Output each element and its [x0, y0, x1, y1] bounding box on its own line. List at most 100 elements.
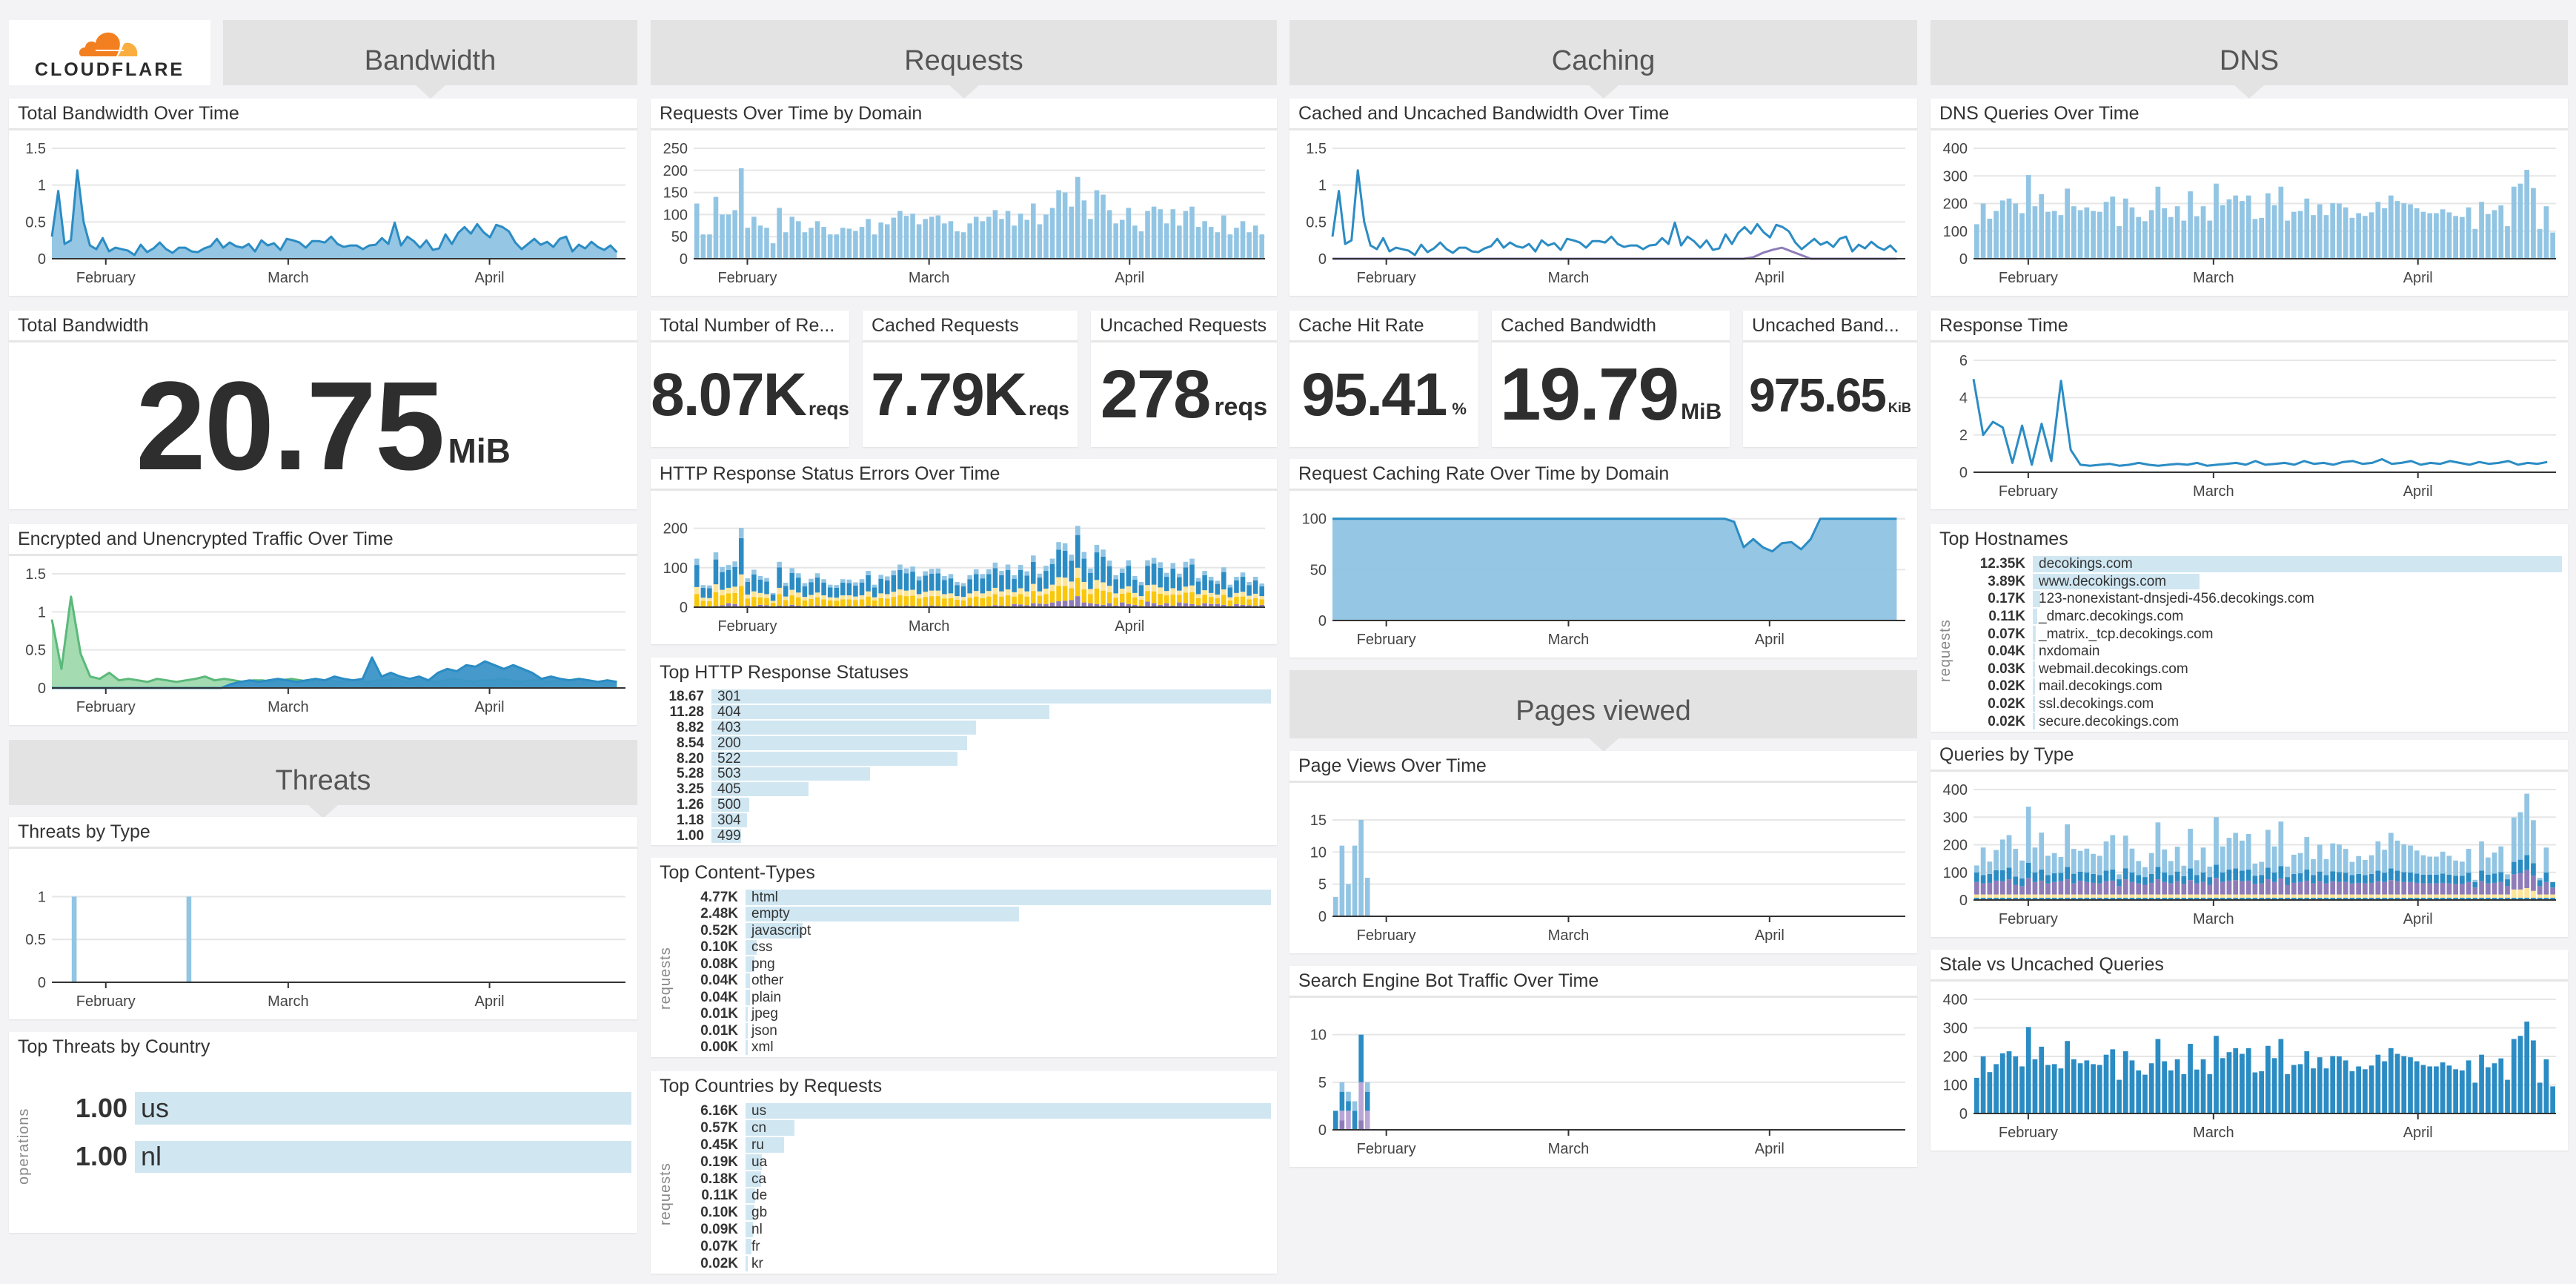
list-row[interactable]: 0.01K json	[680, 1022, 1277, 1039]
bar	[2427, 898, 2433, 900]
list-row[interactable]: 0.00K xml	[680, 1039, 1277, 1056]
bar	[746, 1256, 748, 1272]
bar	[814, 221, 820, 259]
bar	[1094, 580, 1100, 589]
bar	[960, 583, 966, 586]
list-row[interactable]: 0.10K css	[680, 939, 1277, 956]
list-row[interactable]: 0.19K ua	[680, 1154, 1277, 1171]
bar	[711, 813, 747, 828]
list-row[interactable]: 1.00 us	[39, 1091, 637, 1125]
bar	[1024, 575, 1030, 592]
bar	[2265, 830, 2271, 868]
row-track: 499	[711, 828, 1271, 844]
bar	[1069, 600, 1074, 607]
bar	[2317, 1057, 2323, 1113]
bar	[1189, 564, 1195, 586]
bar	[1043, 603, 1049, 607]
list-row[interactable]: 4.77K html	[680, 889, 1277, 906]
list-row[interactable]: 3.89K www.decokings.com	[1960, 573, 2568, 591]
bar	[1987, 861, 1993, 874]
bar	[789, 589, 795, 596]
bar	[1208, 577, 1214, 580]
bar	[751, 591, 757, 598]
list-row[interactable]: 18.67 301	[660, 689, 1277, 704]
bar	[732, 586, 737, 593]
list-row[interactable]: 12.35K decokings.com	[1960, 555, 2568, 573]
bar	[2337, 872, 2342, 882]
bar	[746, 1136, 784, 1153]
row-track: webmail.decokings.com	[2033, 661, 2562, 678]
bar	[2174, 881, 2180, 895]
list-row[interactable]: 3.25 405	[660, 781, 1277, 797]
bar	[2188, 828, 2193, 869]
bar	[809, 228, 814, 259]
row-value: 0.04K	[700, 973, 738, 989]
list-row[interactable]: 0.07K fr	[680, 1238, 1277, 1255]
stat-total-bandwidth: 20.75 MiB	[9, 342, 637, 509]
list-row[interactable]: 8.54 200	[660, 735, 1277, 751]
bar	[2148, 853, 2154, 874]
bar	[2051, 1064, 2057, 1113]
bar	[903, 590, 909, 597]
bar	[827, 584, 833, 588]
list-row[interactable]: 1.00 499	[660, 828, 1277, 844]
bar	[1163, 572, 1169, 578]
bar	[2285, 884, 2290, 895]
x-tick-label: February	[1999, 911, 2058, 927]
bar	[2091, 882, 2096, 895]
list-row[interactable]: 0.02K kr	[680, 1255, 1277, 1272]
list-row[interactable]: 0.17K 123-nonexistant-dnsjedi-456.decokin…	[1960, 590, 2568, 608]
bar	[1202, 590, 1207, 595]
bar	[1994, 880, 1999, 895]
list-row[interactable]: 0.11K de	[680, 1188, 1277, 1205]
bar	[2006, 198, 2012, 259]
bar	[2550, 894, 2555, 899]
list-row[interactable]: 8.20 522	[660, 751, 1277, 767]
list-row[interactable]: 0.10K gb	[680, 1204, 1277, 1221]
list-row[interactable]: 5.28 503	[660, 767, 1277, 782]
list-row[interactable]: 2.48K empty	[680, 906, 1277, 923]
list-row[interactable]: 0.03K webmail.decokings.com	[1960, 661, 2568, 678]
x-tick-label: March	[909, 618, 950, 635]
list-row[interactable]: 0.04K other	[680, 973, 1277, 990]
bar	[2091, 894, 2096, 899]
list-row[interactable]: 0.11K _dmarc.decokings.com	[1960, 608, 2568, 626]
bar	[2168, 883, 2174, 895]
list-row[interactable]: 6.16K us	[680, 1102, 1277, 1119]
bar	[2278, 821, 2284, 867]
bar	[1069, 588, 1074, 600]
list-row[interactable]: 1.18 304	[660, 813, 1277, 828]
list-row[interactable]: 0.18K ca	[680, 1171, 1277, 1188]
list-row[interactable]: 0.52K javascript	[680, 922, 1277, 939]
list-row[interactable]: 0.04K plain	[680, 989, 1277, 1006]
list-row[interactable]: 1.26 500	[660, 797, 1277, 813]
bar	[1221, 589, 1226, 595]
bar	[2200, 898, 2206, 900]
bar	[1158, 567, 1163, 588]
list-row[interactable]: 0.09K nl	[680, 1221, 1277, 1238]
list-row[interactable]: 0.57K cn	[680, 1119, 1277, 1136]
bar	[1031, 591, 1036, 603]
bar	[1980, 847, 1986, 876]
list-row[interactable]: 0.02K mail.decokings.com	[1960, 678, 2568, 695]
list-row[interactable]: 1.00 nl	[39, 1140, 637, 1174]
bar	[2414, 882, 2420, 895]
bar	[2382, 850, 2387, 873]
bar	[2058, 894, 2064, 899]
bar	[2252, 898, 2258, 900]
list-row[interactable]: 8.82 403	[660, 720, 1277, 735]
bar	[2194, 860, 2200, 876]
list-row[interactable]: 0.07K _matrix._tcp.decokings.com	[1960, 625, 2568, 643]
list-row[interactable]: 0.02K ssl.decokings.com	[1960, 695, 2568, 713]
bar	[1189, 603, 1195, 607]
list-row[interactable]: 11.28 404	[660, 704, 1277, 720]
bar	[711, 735, 968, 750]
list-row[interactable]: 0.02K secure.decokings.com	[1960, 712, 2568, 730]
bar	[942, 580, 947, 595]
list-row[interactable]: 0.45K ru	[680, 1136, 1277, 1154]
list-row[interactable]: 0.08K png	[680, 956, 1277, 973]
row-track: us	[135, 1091, 631, 1125]
list-row[interactable]: 0.04K nxdomain	[1960, 643, 2568, 661]
list-row[interactable]: 0.01K jpeg	[680, 1006, 1277, 1023]
bar	[2356, 898, 2361, 900]
